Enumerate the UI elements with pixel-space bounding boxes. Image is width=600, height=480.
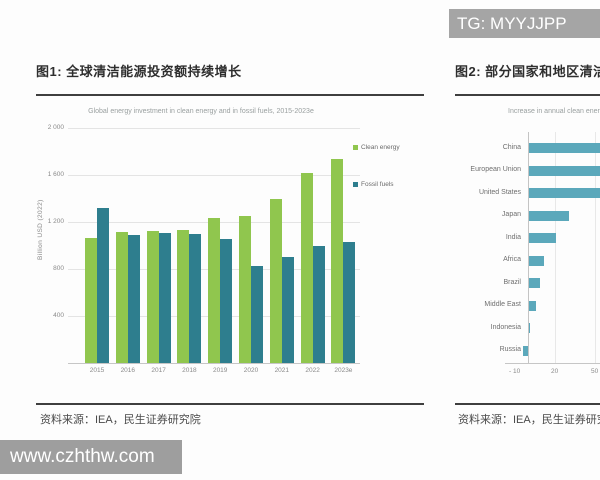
category-label: Japan: [501, 211, 521, 219]
country-bar: [522, 345, 528, 356]
y-tick-label: 2 000: [47, 124, 64, 131]
figure2-heading-rule: [455, 94, 600, 96]
x-axis-line: [68, 363, 360, 364]
clean-energy-bar: [331, 158, 344, 363]
x-axis-line: [505, 363, 600, 364]
gridline: [554, 132, 556, 363]
country-bar: [529, 188, 600, 199]
y-tick-label: 1 200: [47, 218, 64, 225]
fossil-fuels-bar: [343, 241, 356, 363]
fossil-fuels-legend-label: Fossil fuels: [361, 181, 394, 188]
x-tick-label: 2022: [305, 367, 320, 374]
country-bar: [529, 210, 569, 221]
clean-energy-bar: [269, 198, 282, 363]
fossil-fuels-bar: [189, 233, 202, 363]
category-label: Indonesia: [490, 323, 521, 331]
gridline: [68, 175, 360, 176]
telegram-watermark: TG: MYYJJPP: [449, 9, 600, 38]
fossil-fuels-legend-marker: [353, 182, 358, 187]
y-tick-label: 1 600: [47, 171, 64, 178]
x-tick-label: 2015: [89, 367, 105, 374]
website-watermark: www.czhthw.com: [0, 440, 182, 474]
fossil-fuels-bar: [220, 239, 233, 363]
x-tick-label: 20: [551, 368, 559, 375]
x-tick-label: 50: [591, 368, 599, 375]
x-tick-label: - 10: [509, 368, 521, 375]
y-tick-label: 800: [53, 265, 64, 272]
legend-item-clean-energy: Clean energy: [353, 144, 400, 151]
legend-item-fossil-fuels: Fossil fuels: [353, 181, 394, 188]
country-bar: [529, 278, 540, 289]
clean-energy-bar: [85, 237, 97, 363]
figure1-heading-rule: [36, 94, 424, 96]
x-tick-label: 2016: [120, 367, 136, 374]
clean-energy-legend-label: Clean energy: [361, 144, 400, 151]
gridline: [594, 132, 596, 363]
category-label: Brazil: [503, 278, 521, 286]
clean-energy-bar: [239, 216, 251, 363]
country-bar: [529, 255, 544, 266]
fossil-fuels-bar: [97, 207, 109, 363]
category-label: European Union: [470, 166, 521, 174]
fossil-fuels-bar: [251, 266, 263, 363]
x-tick-label: 2019: [212, 367, 228, 374]
figure2-chart: Increase in annual clean energy investme…: [455, 100, 600, 400]
figure1-chart-title: Global energy investment in clean energy…: [88, 108, 314, 115]
fossil-fuels-bar: [158, 233, 171, 363]
country-bar: [529, 165, 600, 176]
category-label: Middle East: [484, 301, 521, 309]
category-label: India: [505, 233, 521, 241]
category-label: Africa: [503, 256, 521, 264]
figure2-source: 资料来源：IEA，民生证券研究院: [458, 414, 600, 426]
clean-energy-bar: [115, 231, 128, 363]
figure1-source: 资料来源：IEA，民生证券研究院: [40, 414, 201, 426]
x-tick-label: 2018: [182, 367, 197, 374]
zero-axis-line: [528, 132, 529, 363]
category-label: United States: [478, 188, 521, 196]
category-label: China: [502, 143, 521, 151]
figure1-source-rule: [36, 403, 424, 405]
y-tick-label: 400: [53, 312, 64, 319]
gridline: [68, 128, 360, 129]
fossil-fuels-bar: [312, 246, 325, 363]
figure2-source-rule: [455, 403, 600, 405]
country-bar: [529, 143, 600, 153]
country-bar: [529, 323, 531, 334]
figure1-chart: Global energy investment in clean energy…: [36, 100, 420, 400]
figure2-heading: 图2: 部分国家和地区清洁能源投资增长情况: [455, 64, 600, 79]
clean-energy-bar: [300, 172, 313, 363]
x-tick-label: 2017: [151, 367, 166, 374]
x-tick-label: 2020: [243, 367, 259, 374]
category-label: Russia: [499, 346, 521, 354]
clean-energy-legend-marker: [353, 145, 358, 150]
country-bar: [529, 233, 556, 244]
figure1-y-axis-label: Billion USD (2022): [37, 199, 44, 261]
clean-energy-bar: [208, 218, 221, 363]
country-bar: [529, 300, 536, 311]
x-tick-label: 2021: [274, 367, 290, 374]
figure1-heading: 图1: 全球清洁能源投资额持续增长: [36, 64, 242, 79]
x-tick-label: 2023e: [334, 367, 353, 374]
fossil-fuels-bar: [127, 234, 140, 363]
clean-energy-bar: [177, 230, 190, 363]
clean-energy-bar: [146, 231, 159, 363]
figure2-chart-title: Increase in annual clean energy investme…: [508, 108, 600, 115]
fossil-fuels-bar: [281, 256, 294, 363]
